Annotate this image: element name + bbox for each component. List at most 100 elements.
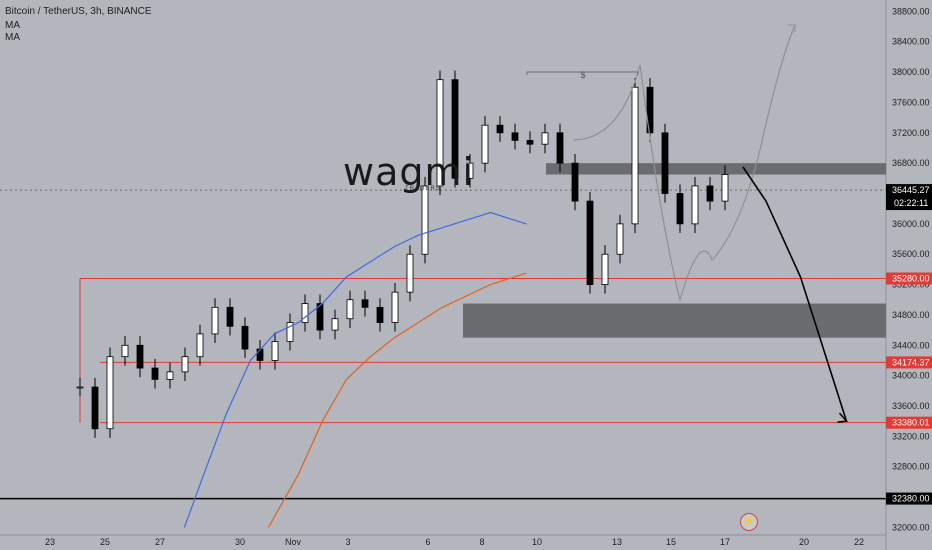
x-tick-label: 20 [799, 537, 809, 547]
candle-body [511, 132, 519, 141]
x-tick-label: 3 [345, 537, 350, 547]
y-tick-label: 38400.00 [892, 37, 930, 47]
y-tick-label: 38000.00 [892, 67, 930, 77]
candle-body [526, 139, 534, 145]
candle-body [166, 371, 174, 380]
y-tick-label: 36000.00 [892, 219, 930, 229]
candle-body [241, 325, 249, 350]
y-tick-label: 32800.00 [892, 462, 930, 472]
x-tick-label: 23 [45, 537, 55, 547]
candle-body [496, 124, 504, 134]
candle-body [316, 303, 324, 331]
y-tick-label: 37600.00 [892, 97, 930, 107]
y-tick-label: 32000.00 [892, 522, 930, 532]
x-tick-label: 17 [720, 537, 730, 547]
y-tick-label: 38800.00 [892, 6, 930, 16]
x-tick-label: 8 [479, 537, 484, 547]
candle-body [211, 306, 219, 335]
candle-body [571, 162, 579, 202]
x-tick-label: 13 [612, 537, 622, 547]
countdown-label: 02:22:11 [894, 198, 928, 208]
price-label: 33380.01 [892, 418, 930, 428]
y-tick-label: 35200.00 [892, 280, 930, 290]
candle-body [91, 386, 99, 430]
x-tick-label: 30 [235, 537, 245, 547]
y-tick-label: 34400.00 [892, 340, 930, 350]
candle-body [151, 367, 159, 380]
candle-body [121, 344, 129, 358]
ghost-arrowhead [788, 24, 796, 32]
supply-demand-zone [463, 303, 886, 338]
y-tick-label: 33200.00 [892, 431, 930, 441]
annotation-dollar: $ [580, 70, 585, 80]
watermark-subtitle: TRADERS [405, 186, 441, 192]
y-tick-label: 34000.00 [892, 371, 930, 381]
moving-average-blue [183, 211, 527, 528]
price-label: 34174.37 [892, 357, 930, 367]
x-tick-label: 10 [532, 537, 542, 547]
y-tick-label: 37200.00 [892, 128, 930, 138]
candle-body [586, 200, 594, 285]
candle-body [361, 299, 369, 308]
candle-body [196, 333, 204, 358]
ma-indicator-label-2[interactable]: MA [5, 32, 20, 43]
candle-body [406, 253, 414, 293]
annotation-bracket [526, 71, 639, 75]
candle-body [556, 132, 564, 164]
candle-body [661, 132, 669, 194]
candle-body [541, 132, 549, 145]
candle-body [601, 253, 609, 285]
candle-body [466, 162, 474, 179]
projection-arrow [742, 166, 848, 422]
candle-body [256, 348, 264, 361]
x-tick-label: 25 [100, 537, 110, 547]
price-label-bg [886, 492, 932, 505]
candle-body [646, 86, 654, 134]
candle-body [106, 356, 114, 430]
candle-body [76, 386, 84, 389]
x-tick-label: 27 [155, 537, 165, 547]
price-label-bg [886, 272, 932, 285]
candle-body [616, 223, 624, 255]
ghost-projection-path [572, 24, 796, 303]
x-tick-label: 6 [425, 537, 430, 547]
x-tick-label: 22 [854, 537, 864, 547]
candle-body [181, 356, 189, 373]
y-tick-label: 36800.00 [892, 158, 930, 168]
x-tick-label: 15 [666, 537, 676, 547]
candle-body [451, 79, 459, 179]
price-label-bg [886, 416, 932, 429]
y-tick-label: 35600.00 [892, 249, 930, 259]
candle-body [136, 344, 144, 369]
watermark-logo: wagmi [343, 150, 475, 194]
y-tick-label: 33600.00 [892, 401, 930, 411]
chart-title: Bitcoin / TetherUS, 3h, BINANCE [5, 6, 152, 17]
ma-indicator-label-1[interactable]: MA [5, 20, 20, 31]
price-label: 35280.00 [892, 274, 930, 284]
flash-icon[interactable]: ⚡ [740, 513, 758, 531]
price-label: 36445.27 [892, 185, 930, 195]
candle-body [376, 306, 384, 323]
candle-body [631, 86, 639, 225]
candle-body [691, 185, 699, 225]
moving-average-orange [267, 272, 527, 528]
price-label-bg [886, 356, 932, 369]
candle-body [436, 79, 444, 187]
candle-body [676, 193, 684, 225]
supply-demand-zone [546, 163, 886, 175]
candle-body [301, 303, 309, 323]
projection-arrowhead [837, 412, 849, 423]
candle-body [271, 341, 279, 361]
candle-body [481, 124, 489, 164]
price-label: 32380.00 [892, 494, 930, 504]
candle-body [421, 185, 429, 255]
candle-body [286, 322, 294, 342]
candle-body [226, 306, 234, 327]
price-label-bg [886, 184, 932, 211]
y-tick-label: 34800.00 [892, 310, 930, 320]
candle-body [721, 174, 729, 202]
candle-body [346, 299, 354, 320]
candle-body [706, 185, 714, 202]
